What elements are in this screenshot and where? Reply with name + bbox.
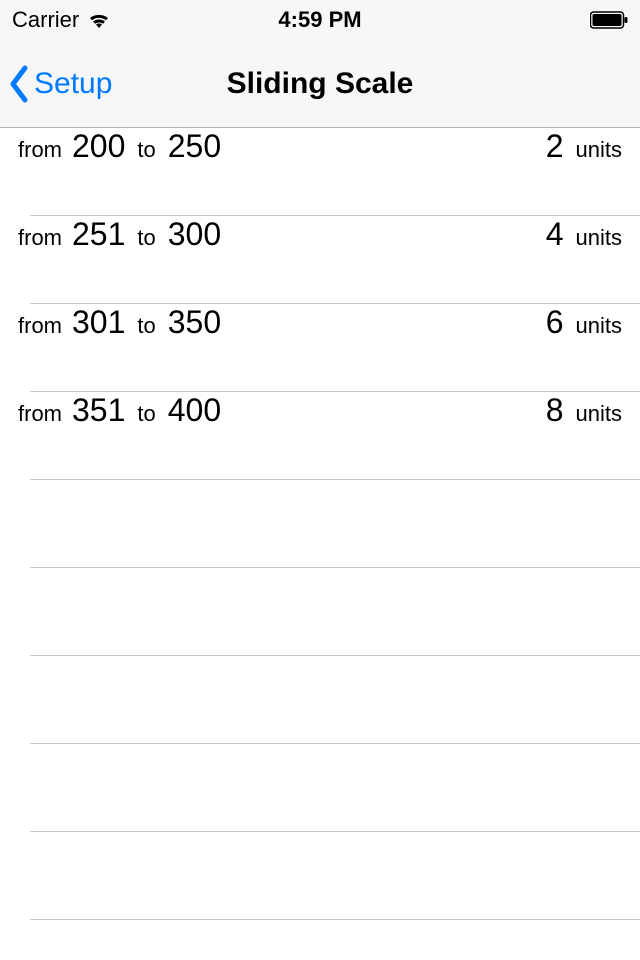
to-label: to — [137, 225, 155, 251]
to-label: to — [137, 137, 155, 163]
from-label: from — [18, 313, 62, 339]
battery-icon — [590, 11, 628, 29]
dose-value: 2 — [546, 128, 564, 165]
chevron-left-icon — [8, 65, 30, 103]
units-label: units — [576, 137, 622, 163]
status-right — [590, 11, 628, 29]
scale-table: from 200 to 250 2 units from 251 to 300 … — [0, 128, 640, 920]
from-label: from — [18, 225, 62, 251]
to-value: 300 — [168, 216, 221, 253]
dose-value: 8 — [546, 392, 564, 429]
from-label: from — [18, 401, 62, 427]
table-row-empty[interactable] — [0, 656, 640, 744]
units-label: units — [576, 313, 622, 339]
table-row[interactable]: from 351 to 400 8 units — [0, 392, 640, 480]
from-value: 301 — [72, 304, 125, 341]
table-row[interactable]: from 301 to 350 6 units — [0, 304, 640, 392]
dose-value: 4 — [546, 216, 564, 253]
units-label: units — [576, 401, 622, 427]
table-row-empty[interactable] — [0, 832, 640, 920]
units-label: units — [576, 225, 622, 251]
to-label: to — [137, 401, 155, 427]
table-row[interactable]: from 251 to 300 4 units — [0, 216, 640, 304]
to-value: 400 — [168, 392, 221, 429]
to-value: 350 — [168, 304, 221, 341]
to-label: to — [137, 313, 155, 339]
from-value: 251 — [72, 216, 125, 253]
from-value: 351 — [72, 392, 125, 429]
from-label: from — [18, 137, 62, 163]
status-left: Carrier — [12, 7, 111, 33]
table-row-empty[interactable] — [0, 744, 640, 832]
carrier-label: Carrier — [12, 7, 79, 33]
to-value: 250 — [168, 128, 221, 165]
nav-bar: Setup Sliding Scale — [0, 40, 640, 128]
table-row[interactable]: from 200 to 250 2 units — [0, 128, 640, 216]
back-label: Setup — [34, 67, 112, 101]
table-row-empty[interactable] — [0, 480, 640, 568]
wifi-icon — [87, 11, 111, 29]
table-row-empty[interactable] — [0, 568, 640, 656]
from-value: 200 — [72, 128, 125, 165]
dose-value: 6 — [546, 304, 564, 341]
status-bar: Carrier 4:59 PM — [0, 0, 640, 40]
back-button[interactable]: Setup — [0, 65, 112, 103]
